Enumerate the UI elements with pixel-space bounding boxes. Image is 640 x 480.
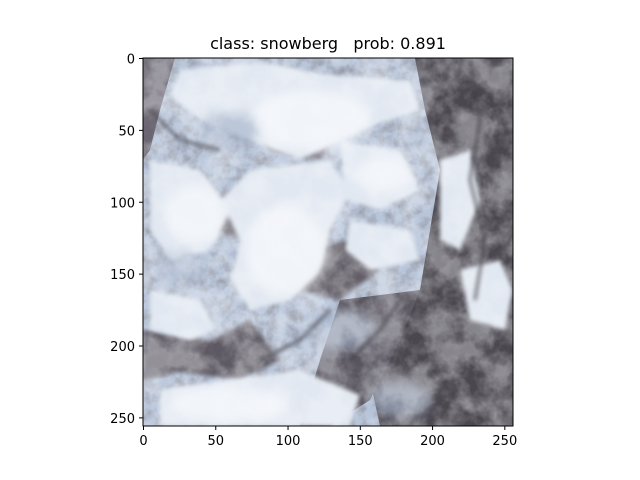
x-tick-label: 0 bbox=[139, 434, 147, 449]
x-tick-label: 200 bbox=[420, 434, 445, 449]
x-tick-label: 150 bbox=[348, 434, 373, 449]
y-tick-label: 200 bbox=[110, 340, 135, 355]
x-axis: 0 50 100 150 200 250 bbox=[139, 426, 517, 449]
x-tick-label: 100 bbox=[276, 434, 301, 449]
y-axis: 0 50 100 150 200 250 bbox=[110, 53, 143, 427]
x-tick-label: 50 bbox=[207, 434, 224, 449]
y-tick-label: 0 bbox=[127, 53, 135, 68]
y-tick-label: 50 bbox=[118, 124, 135, 139]
y-tick-label: 100 bbox=[110, 196, 135, 211]
x-tick-label: 250 bbox=[492, 434, 517, 449]
plot-title: class: snowberg prob: 0.891 bbox=[210, 34, 446, 53]
y-tick-label: 150 bbox=[110, 268, 135, 283]
axes-frame bbox=[142, 57, 514, 427]
y-tick-label: 250 bbox=[110, 412, 135, 427]
satellite-image bbox=[143, 58, 513, 426]
